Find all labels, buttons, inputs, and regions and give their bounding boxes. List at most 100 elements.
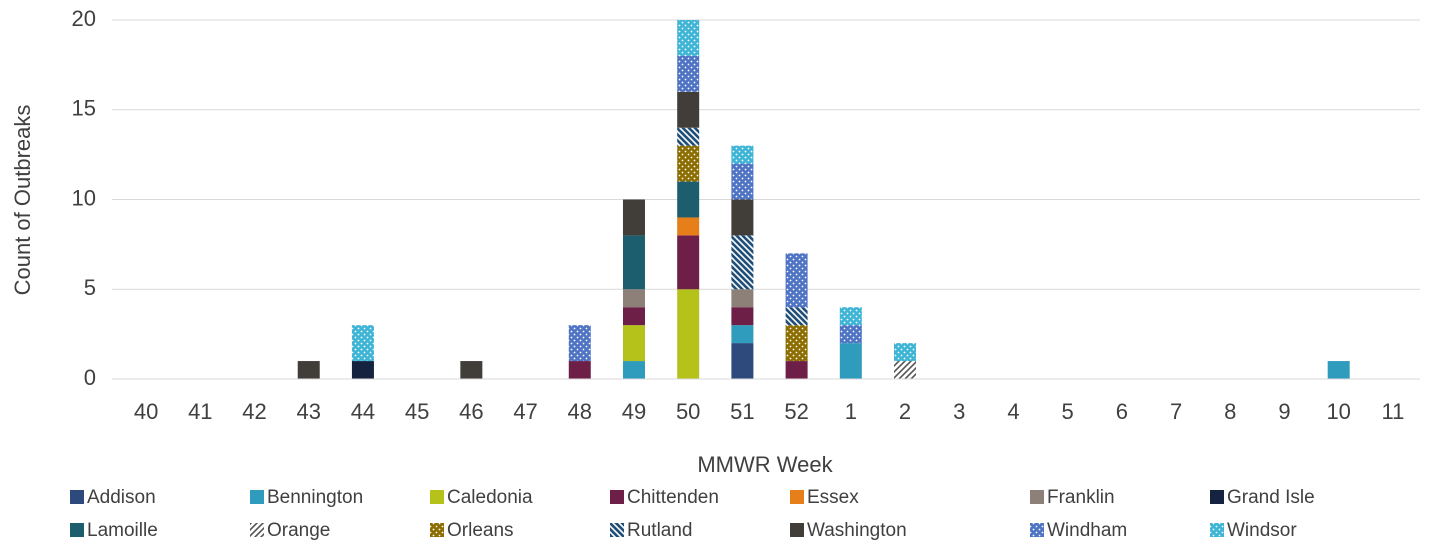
bar-segment bbox=[785, 325, 808, 362]
bar-segment bbox=[839, 343, 862, 379]
x-tick-label: 50 bbox=[676, 399, 700, 424]
bar-segment bbox=[894, 343, 917, 362]
bar-segment bbox=[731, 145, 754, 164]
bar-segment bbox=[677, 91, 700, 128]
x-tick-label: 7 bbox=[1170, 399, 1182, 424]
legend-label: Washington bbox=[807, 520, 907, 541]
bar-segment bbox=[731, 325, 754, 344]
bar-segment bbox=[677, 235, 700, 290]
legend-swatch bbox=[1030, 523, 1044, 537]
bar-segment bbox=[677, 20, 700, 56]
bar-segment bbox=[894, 361, 917, 379]
legend-label: Rutland bbox=[627, 520, 693, 541]
bar-segment bbox=[622, 325, 645, 362]
bar-segment bbox=[677, 181, 700, 218]
y-tick-label: 20 bbox=[72, 6, 96, 31]
legend-label: Lamoille bbox=[87, 520, 158, 541]
bar-segment bbox=[622, 235, 645, 290]
bar-segment bbox=[568, 325, 591, 362]
x-tick-label: 40 bbox=[134, 399, 158, 424]
bar-segment bbox=[731, 235, 754, 290]
legend-swatch bbox=[430, 490, 444, 504]
x-tick-label: 48 bbox=[568, 399, 592, 424]
bar-segment bbox=[622, 361, 645, 379]
bar-segment bbox=[297, 361, 320, 379]
y-tick-label: 10 bbox=[72, 185, 96, 210]
legend-label: Orange bbox=[267, 520, 330, 541]
bar-segment bbox=[677, 145, 700, 182]
bar-segment bbox=[677, 127, 700, 146]
legend-swatch bbox=[1210, 490, 1224, 504]
legend-label: Grand Isle bbox=[1227, 487, 1315, 508]
bar-segment bbox=[622, 289, 645, 308]
legend-label: Bennington bbox=[267, 487, 363, 508]
bar-segment bbox=[460, 361, 483, 379]
y-tick-label: 0 bbox=[84, 365, 96, 390]
x-tick-label: 43 bbox=[296, 399, 320, 424]
legend-swatch bbox=[610, 523, 624, 537]
legend-label: Chittenden bbox=[627, 487, 719, 508]
bar-segment bbox=[677, 217, 700, 236]
x-tick-label: 6 bbox=[1116, 399, 1128, 424]
x-tick-label: 45 bbox=[405, 399, 429, 424]
bar-segment bbox=[677, 289, 700, 379]
legend-swatch bbox=[70, 490, 84, 504]
bar-segment bbox=[1327, 361, 1350, 379]
x-tick-label: 46 bbox=[459, 399, 483, 424]
legend-swatch bbox=[1210, 523, 1224, 537]
legend-label: Franklin bbox=[1047, 487, 1115, 508]
bar-segment bbox=[622, 307, 645, 326]
x-tick-label: 2 bbox=[899, 399, 911, 424]
bar-segment bbox=[731, 199, 754, 236]
bar-segment bbox=[622, 199, 645, 236]
bar-segment bbox=[731, 289, 754, 308]
x-tick-label: 52 bbox=[784, 399, 808, 424]
bar-segment bbox=[351, 325, 374, 362]
x-tick-label: 51 bbox=[730, 399, 754, 424]
x-tick-label: 11 bbox=[1381, 399, 1404, 424]
legend-swatch bbox=[70, 523, 84, 537]
legend-swatch bbox=[790, 523, 804, 537]
x-tick-label: 41 bbox=[188, 399, 212, 424]
x-tick-label: 3 bbox=[953, 399, 965, 424]
x-tick-label: 1 bbox=[845, 399, 857, 424]
legend-label: Essex bbox=[807, 487, 859, 508]
legend-swatch bbox=[250, 490, 264, 504]
legend-swatch bbox=[1030, 490, 1044, 504]
bar-segment bbox=[785, 361, 808, 379]
x-tick-label: 47 bbox=[513, 399, 537, 424]
bar-segment bbox=[785, 307, 808, 326]
legend-label: Addison bbox=[87, 487, 156, 508]
bar-segment bbox=[568, 361, 591, 379]
legend-swatch bbox=[790, 490, 804, 504]
bar-segment bbox=[731, 343, 754, 379]
legend-label: Caledonia bbox=[447, 487, 533, 508]
bar-segment bbox=[785, 253, 808, 308]
legend-swatch bbox=[430, 523, 444, 537]
x-tick-label: 8 bbox=[1224, 399, 1236, 424]
legend-swatch bbox=[250, 523, 264, 537]
legend-label: Windsor bbox=[1227, 520, 1297, 541]
legend-swatch bbox=[610, 490, 624, 504]
x-tick-label: 10 bbox=[1326, 399, 1350, 424]
bar-segment bbox=[839, 325, 862, 344]
y-tick-label: 5 bbox=[84, 275, 96, 300]
x-tick-label: 42 bbox=[242, 399, 266, 424]
x-tick-label: 9 bbox=[1278, 399, 1290, 424]
legend-label: Windham bbox=[1047, 520, 1127, 541]
y-tick-label: 15 bbox=[72, 96, 96, 121]
y-axis-title: Count of Outbreaks bbox=[10, 105, 35, 296]
bar-segment bbox=[731, 163, 754, 200]
x-tick-label: 5 bbox=[1062, 399, 1074, 424]
bar-segment bbox=[677, 55, 700, 92]
x-axis-title: MMWR Week bbox=[697, 452, 833, 477]
bar-segment bbox=[731, 307, 754, 326]
bar-segment bbox=[351, 361, 374, 379]
x-tick-label: 4 bbox=[1007, 399, 1019, 424]
x-tick-label: 49 bbox=[622, 399, 646, 424]
x-tick-label: 44 bbox=[351, 399, 375, 424]
bar-segment bbox=[839, 307, 862, 326]
legend-label: Orleans bbox=[447, 520, 514, 541]
